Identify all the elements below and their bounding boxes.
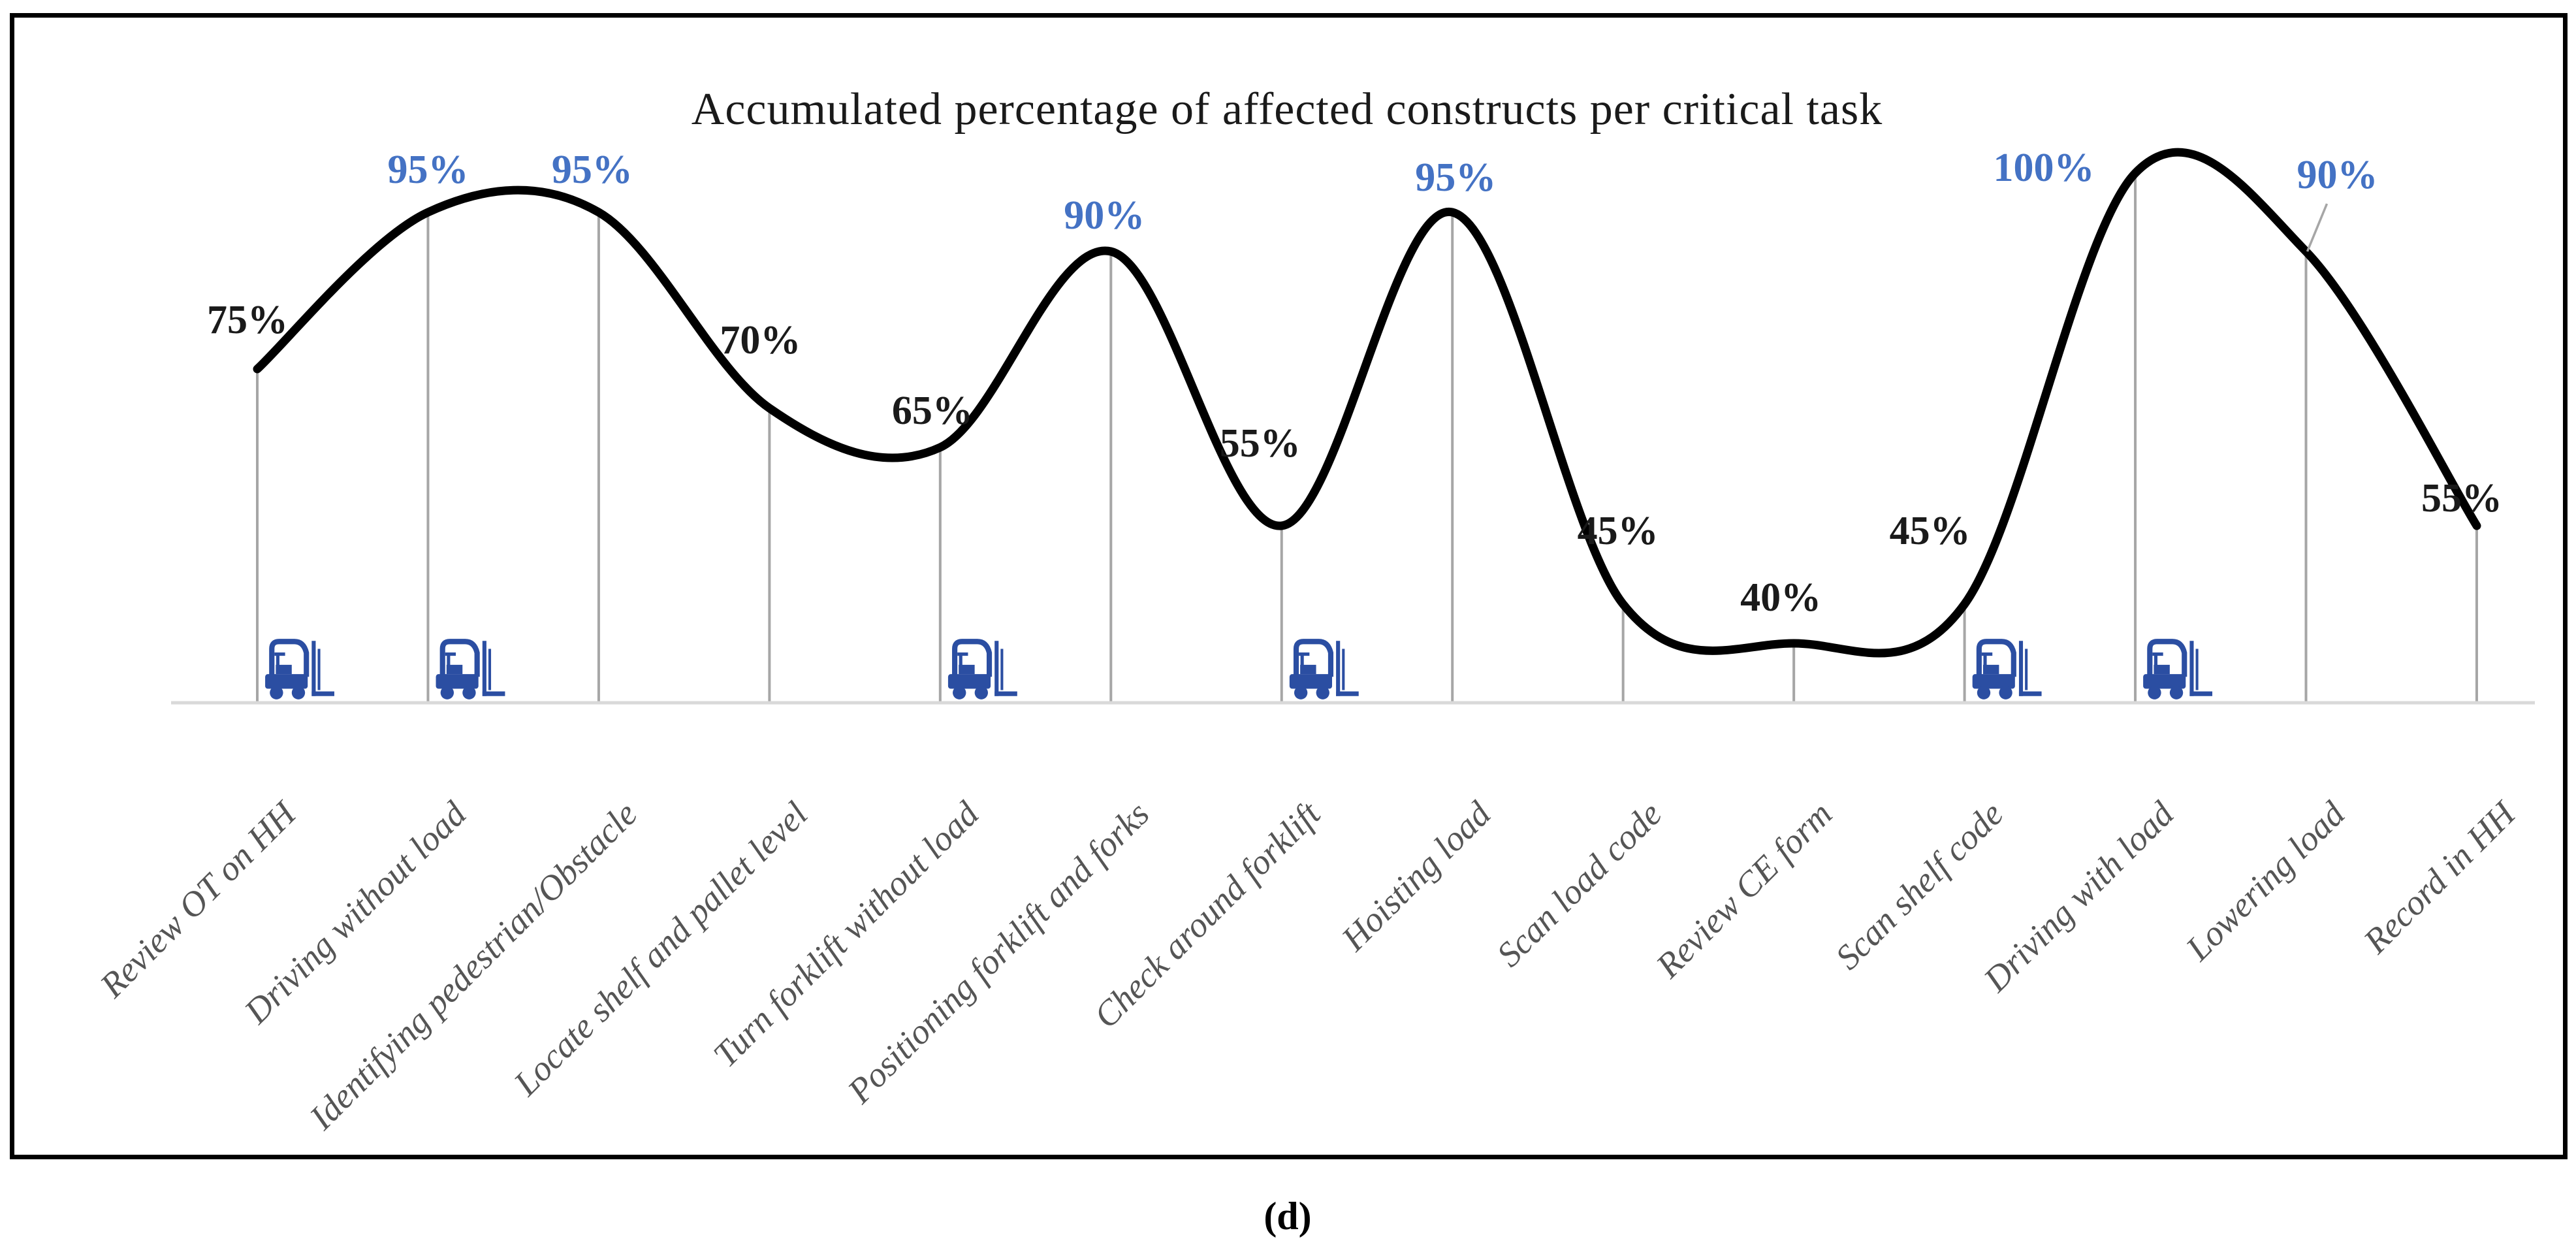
forklift-icon xyxy=(948,641,1017,699)
data-label-9: 40% xyxy=(1740,575,1822,620)
forklift-icon xyxy=(1290,641,1359,699)
data-label-4: 65% xyxy=(891,389,973,433)
label-leader-line xyxy=(2306,203,2329,252)
data-label-11: 100% xyxy=(1993,146,2095,190)
data-label-1: 95% xyxy=(387,148,469,192)
forklift-icon xyxy=(265,641,334,699)
forklift-icon xyxy=(436,641,505,699)
accumulated-percentage-curve xyxy=(253,148,2481,658)
data-label-2: 95% xyxy=(551,148,633,192)
data-label-5: 90% xyxy=(1064,193,1145,238)
forklift-icon xyxy=(1973,641,2042,699)
data-label-6: 55% xyxy=(1219,421,1301,466)
data-label-13: 55% xyxy=(2421,476,2502,521)
chart-title: Accumulated percentage of affected const… xyxy=(691,84,1883,135)
data-label-12: 90% xyxy=(2297,153,2378,197)
data-label-8: 45% xyxy=(1577,509,1659,553)
data-label-0: 75% xyxy=(207,298,288,342)
figure-caption: (d) xyxy=(1264,1195,1312,1238)
forklift-icon xyxy=(2143,641,2212,699)
data-label-3: 70% xyxy=(720,318,801,362)
data-label-10: 45% xyxy=(1889,509,1971,553)
data-label-7: 95% xyxy=(1415,155,1497,200)
